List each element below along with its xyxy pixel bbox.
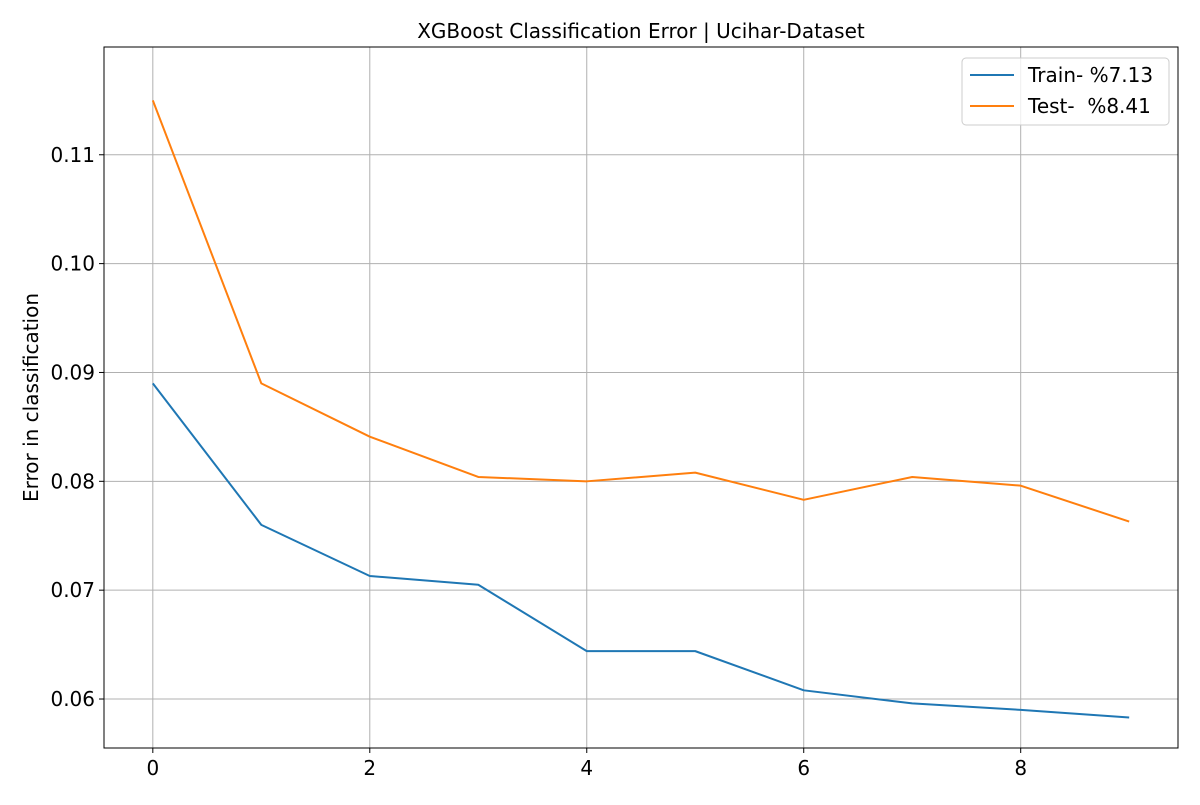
y-tick-label: 0.07 [50, 578, 95, 602]
legend: Train- %7.13 Test- %8.41 [961, 57, 1170, 126]
y-tick-label: 0.11 [50, 143, 95, 167]
axis-ticks: 0 2 4 6 8 0.06 0.07 0.08 0.09 0.10 0.11 [50, 143, 1027, 780]
y-tick-label: 0.09 [50, 360, 95, 384]
chart-title: XGBoost Classification Error | Ucihar-Da… [417, 19, 865, 43]
y-tick-label: 0.08 [50, 469, 95, 493]
x-tick-label: 8 [1014, 756, 1027, 780]
series-line-1 [151, 99, 1130, 523]
y-tick-label: 0.06 [50, 687, 95, 711]
y-axis-label: Error in classification [19, 293, 43, 502]
legend-label-0: Train- %7.13 [1027, 63, 1153, 87]
series-line-0 [152, 382, 1130, 719]
grid [104, 47, 1178, 748]
series-lines [151, 99, 1130, 719]
x-tick-label: 2 [363, 756, 376, 780]
x-tick-label: 0 [146, 756, 159, 780]
legend-label-1: Test- %8.41 [1027, 94, 1151, 118]
x-tick-label: 4 [580, 756, 593, 780]
x-tick-label: 6 [797, 756, 810, 780]
plot-frame [103, 46, 1179, 749]
y-tick-label: 0.10 [50, 252, 95, 276]
